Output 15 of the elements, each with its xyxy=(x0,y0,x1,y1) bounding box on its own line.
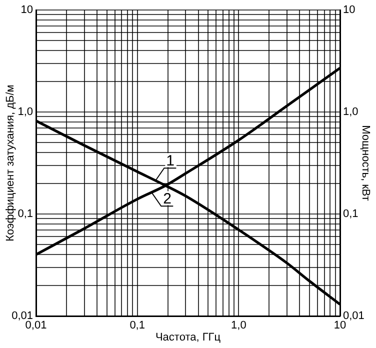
x-tick-label: 10 xyxy=(334,320,346,332)
x-axis-title: Частота, ГГц xyxy=(155,331,222,344)
text: 10 xyxy=(343,4,356,16)
y-tick-label: 0,1 xyxy=(18,208,33,220)
text: 1,0 xyxy=(343,106,358,118)
annotation: 1 xyxy=(166,152,175,170)
y2-axis-title: Мощность, кВт xyxy=(359,125,372,201)
y-tick-label: 10 xyxy=(20,4,33,16)
annotation: 2 xyxy=(163,190,172,208)
y-axis-title: Коэффициент затухания, дБ/м xyxy=(4,84,17,242)
text: 0,1 xyxy=(343,208,358,220)
y-tick-label: 1,0 xyxy=(18,106,33,118)
text: 0,01 xyxy=(343,310,364,322)
x-tick-label: 1,0 xyxy=(231,320,246,332)
x-tick-label: 0,1 xyxy=(130,320,145,332)
